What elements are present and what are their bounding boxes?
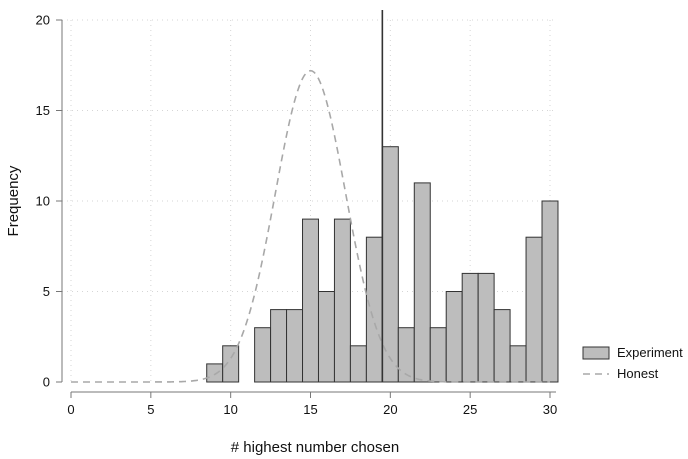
- y-tick-label: 5: [43, 284, 50, 299]
- x-tick-label: 30: [543, 402, 557, 417]
- bar: [270, 309, 288, 383]
- bar: [541, 200, 559, 383]
- x-tick-label: 15: [303, 402, 317, 417]
- legend: Experiment Honest: [582, 345, 683, 381]
- y-axis-title: Frequency: [5, 165, 22, 236]
- legend-label-experiment: Experiment: [617, 345, 683, 360]
- bar: [525, 236, 543, 383]
- bar: [429, 327, 447, 383]
- bar: [365, 236, 383, 383]
- honest-curve-line: [71, 69, 550, 383]
- bar: [302, 218, 319, 383]
- x-tick-label: 5: [147, 402, 154, 417]
- bar: [445, 291, 463, 383]
- bar: [509, 345, 527, 383]
- legend-label-honest: Honest: [617, 366, 659, 381]
- y-tick-label: 20: [36, 13, 50, 28]
- bar: [206, 363, 224, 383]
- bar-series-experiment: [206, 146, 559, 383]
- bar: [413, 182, 431, 383]
- bar: [222, 345, 240, 383]
- bar: [477, 272, 495, 383]
- y-tick-label: 10: [36, 194, 50, 209]
- bar: [333, 218, 351, 383]
- y-axis-ticks: 0 5 10 15 20: [36, 13, 62, 390]
- x-axis-ticks: 0 5 10 15 20 25 30: [67, 392, 557, 417]
- bar: [493, 309, 511, 383]
- legend-swatch-experiment: [582, 346, 610, 360]
- bar: [461, 272, 479, 383]
- x-tick-label: 25: [463, 402, 477, 417]
- x-tick-label: 20: [383, 402, 397, 417]
- x-tick-label: 10: [223, 402, 237, 417]
- x-axis-title: # highest number chosen: [231, 439, 399, 456]
- bar: [317, 291, 335, 383]
- y-tick-label: 15: [36, 103, 50, 118]
- x-tick-label: 0: [67, 402, 74, 417]
- bar: [349, 345, 367, 383]
- bar: [381, 146, 399, 383]
- bar: [254, 327, 272, 383]
- bar: [286, 309, 304, 383]
- y-tick-label: 0: [43, 375, 50, 390]
